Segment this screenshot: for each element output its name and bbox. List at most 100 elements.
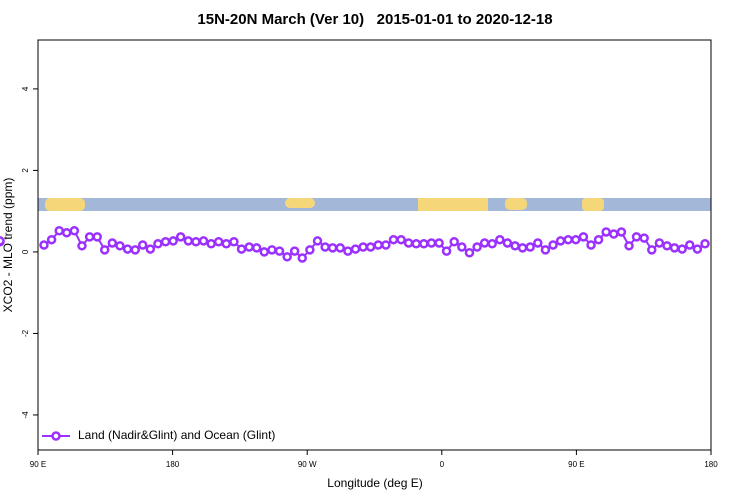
point [198,236,209,246]
point [419,239,429,249]
y-tick-label: -2 [21,329,30,337]
point [244,242,254,252]
y-tick-label: 0 [21,249,30,254]
point [221,239,232,249]
point [381,240,391,250]
land [505,198,527,210]
point [191,236,201,247]
point [487,239,497,249]
point [593,234,604,245]
point [502,238,513,248]
point [168,236,178,246]
point [510,241,520,251]
point [563,234,573,245]
point [54,225,64,236]
chart-title: 15N-20N March (Ver 10) 2015-01-01 to 202… [197,11,552,28]
point [616,227,627,237]
point [517,243,528,253]
point [495,234,505,245]
point [61,228,72,238]
point [259,247,270,257]
y-tick-label: -4 [21,411,30,419]
point [479,238,490,248]
point [137,240,148,250]
point [525,242,535,252]
x-tick-label: 90 W [298,460,317,469]
point [39,240,49,250]
point [434,238,444,248]
point [373,240,383,250]
point [662,241,672,251]
point [130,245,140,255]
point [533,238,543,248]
ocean-band [38,198,711,211]
point [609,229,619,239]
point [692,244,703,254]
point [449,236,459,247]
point [297,253,308,263]
x-tick-label: 180 [704,460,718,469]
point [46,234,57,245]
point [145,244,156,254]
point [586,240,596,250]
point [472,242,482,252]
point [289,246,300,256]
point [457,242,467,252]
point [251,243,262,253]
y-tick-label: 4 [21,86,30,91]
point [213,236,224,247]
point [411,239,421,249]
point [305,245,315,255]
point [441,246,452,256]
plot-frame [37,39,712,451]
point [77,241,87,251]
legend-marker [51,431,61,441]
point [115,241,125,251]
point [677,244,687,254]
point [206,239,216,249]
point [236,244,247,254]
point [358,242,368,252]
point [654,238,665,248]
point [175,232,186,242]
point [685,240,695,250]
point [464,247,475,258]
point [631,232,642,242]
y-axis-label: XCO2 - MLO trend (ppm) [1,178,15,313]
point [403,238,414,248]
point [540,245,551,255]
point [267,245,277,255]
land [418,198,488,211]
point [365,242,376,252]
point [578,232,589,242]
land [582,198,604,211]
point [107,238,118,248]
point [426,238,437,248]
point [639,233,649,243]
map-strip [38,198,711,211]
y-tick-label: 2 [21,168,30,173]
point [350,244,361,254]
point [312,236,323,246]
point [669,243,680,253]
legend-label: Land (Nadir&Glint) and Ocean (Glint) [78,428,275,442]
point [153,239,163,249]
point [555,236,566,246]
point [160,236,171,247]
x-tick-label: 90 E [30,460,46,469]
point [548,240,558,250]
point [282,252,292,262]
point [343,246,353,256]
point [388,234,399,245]
point [320,242,330,252]
x-tick-label: 180 [166,460,180,469]
x-tick-label: 90 E [568,460,584,469]
point [183,236,194,246]
point [571,234,581,245]
point [327,243,338,253]
point [396,234,406,245]
point [229,236,239,247]
point [92,232,102,242]
point [335,243,346,253]
